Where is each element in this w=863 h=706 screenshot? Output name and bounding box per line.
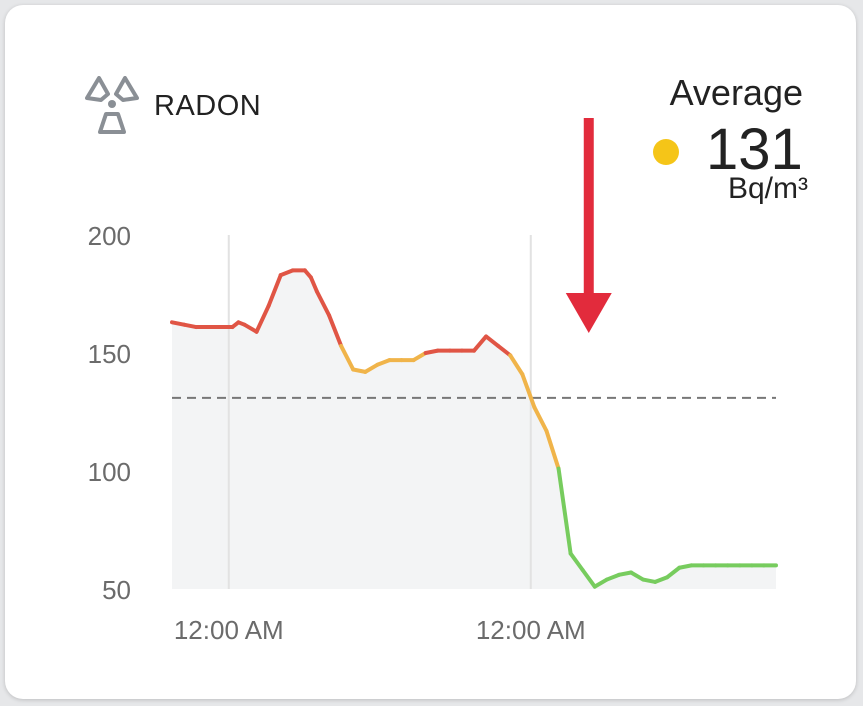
line-segment — [423, 348, 440, 355]
line-segment — [242, 322, 259, 334]
average-status-dot — [653, 139, 679, 165]
y-tick-label: 200 — [88, 221, 131, 251]
line-segment — [170, 320, 187, 327]
line-segment — [339, 343, 356, 372]
radiation-icon — [85, 76, 139, 134]
line-segment — [592, 577, 609, 589]
line-segment — [532, 405, 549, 433]
line-segment — [641, 577, 658, 584]
line-segment — [308, 275, 319, 294]
line-segment — [472, 334, 489, 353]
line-segment — [182, 322, 199, 330]
average-value: 131 — [706, 117, 803, 182]
y-tick-label: 150 — [88, 339, 131, 369]
average-label: Average — [669, 72, 803, 113]
line-segment — [629, 570, 646, 582]
line-segment — [254, 303, 271, 334]
line-segment — [508, 353, 525, 377]
average-unit: Bq/m³ — [727, 172, 808, 205]
annotation-arrow-head — [565, 293, 612, 333]
line-segment — [653, 575, 670, 584]
line-segment — [616, 570, 634, 577]
line-segment — [278, 268, 295, 278]
line-segment — [327, 313, 344, 348]
line-segment — [266, 273, 283, 308]
line-segment — [375, 358, 392, 367]
line-segment — [484, 334, 501, 348]
line-segment — [568, 551, 585, 573]
line-segment — [351, 367, 368, 374]
chart-title: RADON — [154, 89, 262, 122]
line-segment — [677, 563, 694, 570]
line-segment — [604, 572, 621, 582]
x-tick-label: 12:00 AM — [476, 615, 586, 645]
annotation-arrow-shaft — [583, 118, 594, 296]
y-tick-label: 100 — [88, 457, 131, 487]
chart-area-fill — [172, 270, 776, 589]
line-segment — [580, 568, 597, 589]
line-segment — [363, 362, 380, 374]
line-segment — [411, 351, 428, 363]
line-segment — [556, 466, 573, 556]
y-tick-label: 50 — [102, 575, 131, 605]
line-segment — [314, 289, 332, 318]
line-segment — [520, 372, 537, 410]
line-segment — [544, 428, 561, 471]
line-segment — [496, 343, 513, 358]
x-tick-label: 12:00 AM — [174, 615, 284, 645]
card-header: RADON — [80, 76, 262, 134]
line-segment — [665, 565, 682, 580]
